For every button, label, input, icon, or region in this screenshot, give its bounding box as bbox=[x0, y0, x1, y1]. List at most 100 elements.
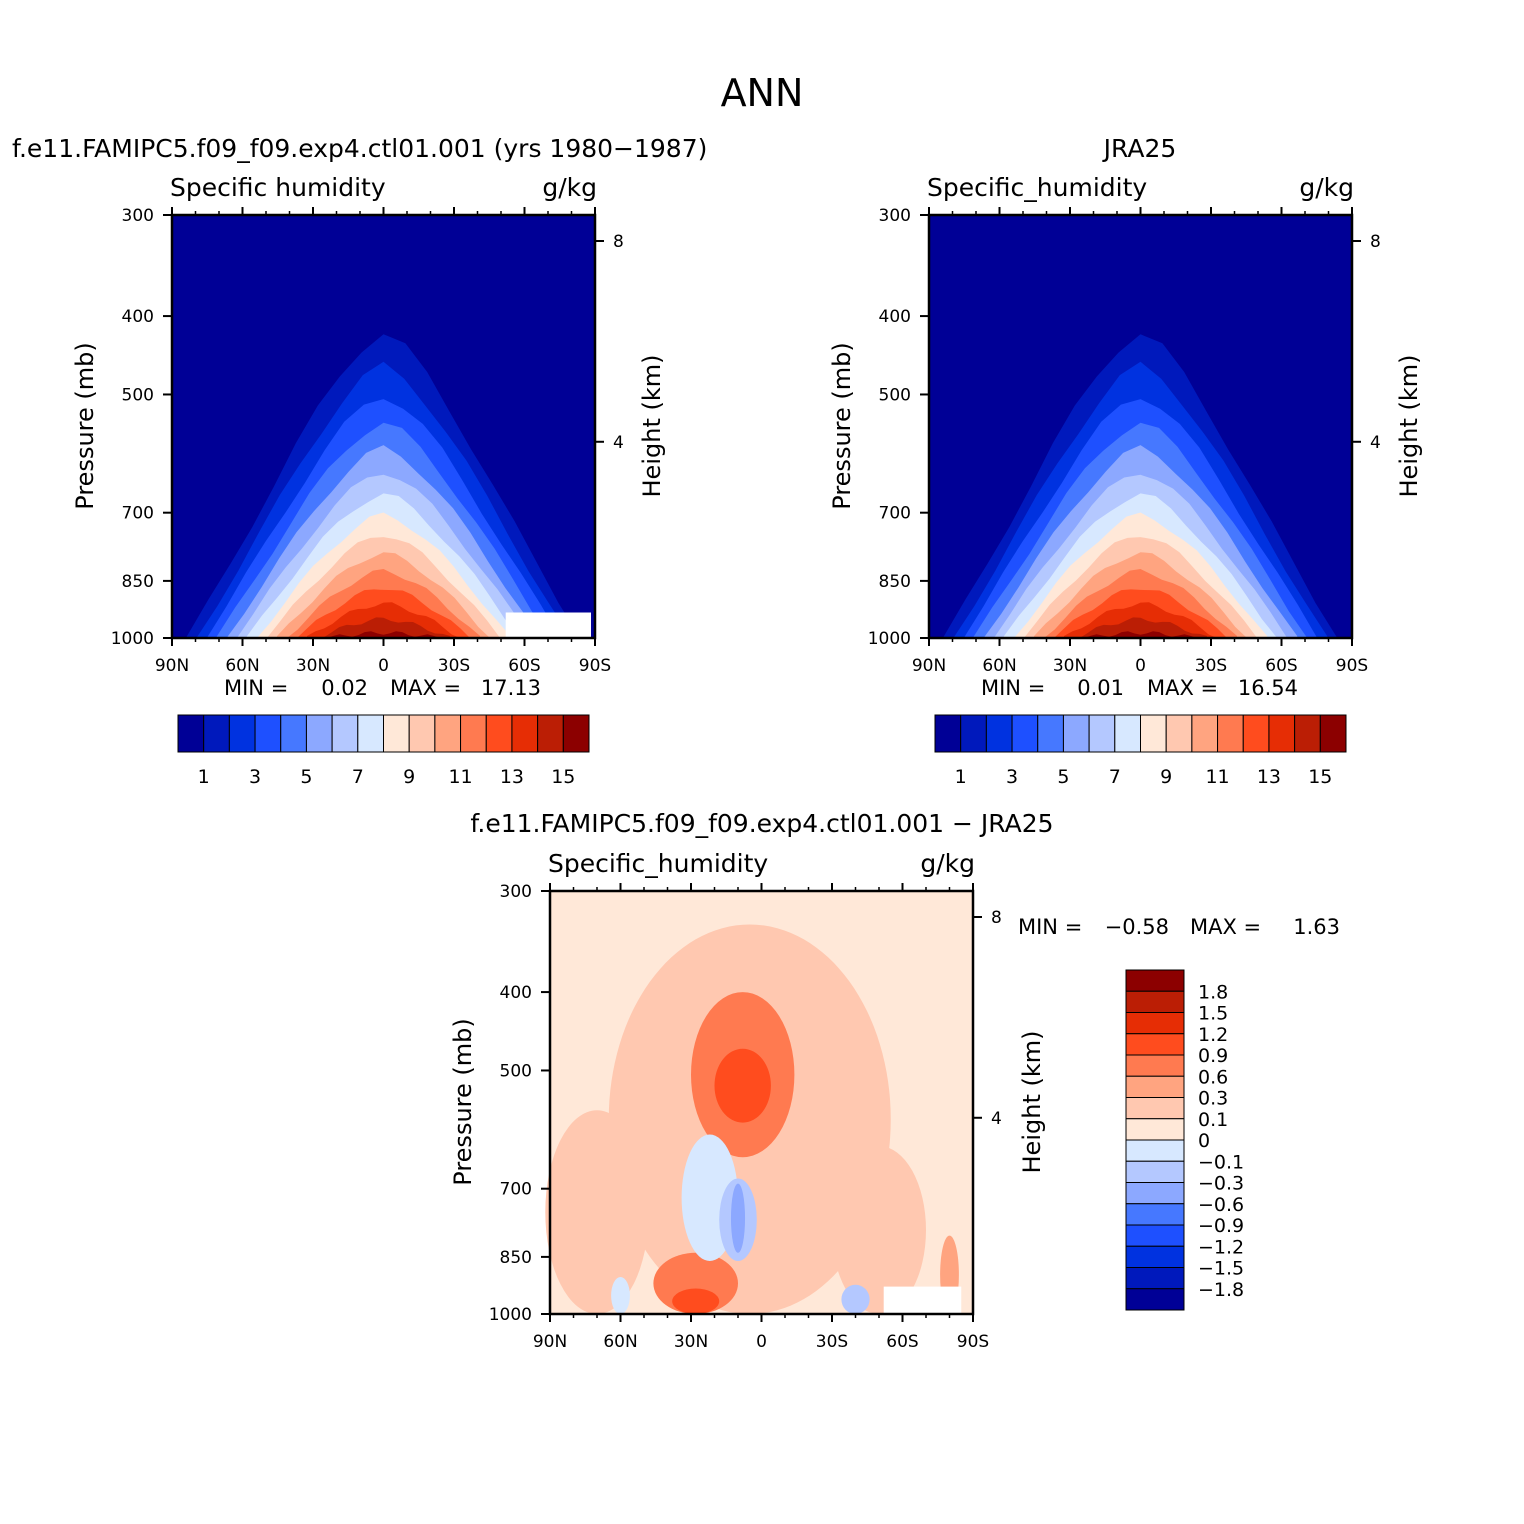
diff-ytick-label: 500 bbox=[500, 1061, 532, 1081]
colorbar-diff: 1.81.51.20.90.60.30.10−0.1−0.3−0.6−0.9−1… bbox=[1125, 969, 1244, 1311]
diff-cb-label: −1.8 bbox=[1198, 1279, 1244, 1301]
obs-ytick-label: 1000 bbox=[868, 629, 911, 649]
diff-cb-label: 0.6 bbox=[1198, 1066, 1228, 1088]
diff-cb-box bbox=[1125, 1245, 1185, 1268]
obs-cb-box bbox=[960, 714, 987, 753]
model-xtick-label: 30S bbox=[438, 656, 470, 676]
model-cb-label: 3 bbox=[249, 766, 261, 788]
obs-cb-box bbox=[1011, 714, 1039, 753]
obs-xtick-label: 60N bbox=[982, 656, 1016, 676]
panel-diff-left-label: Specific_humidity bbox=[548, 849, 768, 878]
diff-xtick-label: 60N bbox=[603, 1332, 637, 1352]
model-ytick-label: 400 bbox=[122, 307, 154, 327]
diff-max-label: MAX = bbox=[1190, 915, 1261, 939]
panel-obs-min-value: 0.01 bbox=[1077, 676, 1124, 700]
obs-xtick-label: 30S bbox=[1195, 656, 1227, 676]
obs-cb-label: 7 bbox=[1109, 766, 1121, 788]
model-cb-box bbox=[562, 714, 590, 753]
obs-cb-box bbox=[1037, 714, 1064, 753]
obs-ytick-label: 500 bbox=[879, 385, 911, 405]
plot-diff: 90N 60N 30N 0 30S 60S 90S 300 400 500 700 850 1000 8 4 bbox=[489, 882, 1002, 1352]
model-cb-label: 15 bbox=[551, 766, 575, 788]
diff-cb-box bbox=[1125, 1075, 1185, 1098]
diff-yright-tick-label: 8 bbox=[991, 908, 1002, 928]
model-xtick-label: 0 bbox=[378, 656, 389, 676]
panel-obs-left-label: Specific_humidity bbox=[927, 173, 1147, 202]
obs-cb-label: 15 bbox=[1308, 766, 1332, 788]
model-yright-tick-label: 4 bbox=[613, 433, 624, 453]
model-fill-level-15 bbox=[327, 631, 440, 638]
panel-obs-units: g/kg bbox=[1299, 173, 1354, 202]
panel-obs: JRA25 Specific_humidity g/kg 90N 60N 30N 0 3… bbox=[828, 134, 1423, 788]
obs-fill-level-15 bbox=[1084, 631, 1197, 638]
model-ytick-label: 500 bbox=[122, 385, 154, 405]
diff-xtick-label: 90S bbox=[957, 1332, 989, 1352]
model-cb-box bbox=[305, 714, 333, 753]
diff-yright-tick-label: 4 bbox=[991, 1109, 1002, 1129]
diff-ytick-label: 300 bbox=[500, 882, 532, 902]
model-cb-label: 9 bbox=[403, 766, 415, 788]
panel-diff-ylabel: Pressure (mb) bbox=[449, 1018, 477, 1185]
obs-cb-box bbox=[1217, 714, 1244, 753]
diff-fill-blob-1 bbox=[832, 1146, 926, 1314]
diff-cb-box bbox=[1125, 1182, 1185, 1205]
model-ytick-label: 850 bbox=[122, 572, 154, 592]
diff-fill-blob-6 bbox=[672, 1288, 720, 1314]
obs-yright-tick-label: 8 bbox=[1370, 232, 1381, 252]
panel-model-left-label: Specific humidity bbox=[170, 173, 386, 202]
obs-cb-box bbox=[985, 714, 1013, 753]
diff-fill-neg-3 bbox=[611, 1276, 630, 1314]
obs-xtick-label: 0 bbox=[1135, 656, 1146, 676]
model-cb-label: 13 bbox=[500, 766, 524, 788]
panel-model-title: f.e11.FAMIPC5.f09_f09.exp4.ctl01.001 (yr… bbox=[12, 134, 707, 163]
model-cb-box bbox=[408, 714, 436, 753]
model-cb-label: 5 bbox=[300, 766, 312, 788]
diff-min-value: −0.58 bbox=[1105, 915, 1169, 939]
diff-cb-box bbox=[1125, 1288, 1185, 1311]
panel-obs-max-label: MAX = bbox=[1147, 676, 1218, 700]
panel-model-min-label: MIN = bbox=[224, 676, 288, 700]
model-yright-tick-label: 8 bbox=[613, 232, 624, 252]
model-cb-box bbox=[228, 714, 256, 753]
model-cb-box bbox=[485, 714, 513, 753]
diff-fill-blob-2 bbox=[545, 1110, 649, 1314]
diff-cb-box bbox=[1125, 1267, 1185, 1290]
diff-xtick-label: 90N bbox=[533, 1332, 567, 1352]
obs-xtick-label: 90S bbox=[1336, 656, 1368, 676]
diff-cb-box bbox=[1125, 1224, 1185, 1247]
diff-cb-label: −0.1 bbox=[1198, 1151, 1244, 1173]
obs-cb-label: 13 bbox=[1257, 766, 1281, 788]
diff-cb-box bbox=[1125, 1118, 1185, 1141]
model-ytick-label: 1000 bbox=[111, 629, 154, 649]
diff-cb-label: 0.3 bbox=[1198, 1088, 1228, 1110]
panel-obs-min-label: MIN = bbox=[981, 676, 1045, 700]
obs-cb-box bbox=[1191, 714, 1219, 753]
model-cb-box bbox=[434, 714, 462, 753]
diff-cb-label: 1.2 bbox=[1198, 1024, 1228, 1046]
model-ytick-label: 300 bbox=[122, 206, 154, 226]
panel-diff-ylabel-right: Height (km) bbox=[1018, 1031, 1046, 1174]
diff-cb-label: 0.1 bbox=[1198, 1109, 1228, 1131]
obs-xtick-label: 30N bbox=[1053, 656, 1087, 676]
model-cb-box bbox=[254, 714, 282, 753]
obs-cb-label: 5 bbox=[1057, 766, 1069, 788]
diff-cb-label: 1.5 bbox=[1198, 1003, 1228, 1025]
model-missing-region bbox=[505, 612, 591, 638]
model-xtick-label: 60S bbox=[508, 656, 540, 676]
diff-cb-box bbox=[1125, 1054, 1185, 1077]
diff-cb-box bbox=[1125, 1097, 1185, 1120]
panel-diff-units: g/kg bbox=[920, 849, 975, 878]
model-cb-box bbox=[537, 714, 564, 753]
model-cb-box bbox=[177, 714, 205, 753]
model-cb-box bbox=[331, 714, 359, 753]
model-cb-label: 11 bbox=[448, 766, 472, 788]
diff-xtick-label: 0 bbox=[756, 1332, 767, 1352]
diff-cb-box bbox=[1125, 1160, 1185, 1183]
obs-cb-box bbox=[1242, 714, 1270, 753]
obs-ytick-label: 700 bbox=[879, 504, 911, 524]
diff-cb-label: 0 bbox=[1198, 1130, 1210, 1152]
colorbar-obs: 1 3 5 7 9 11 13 15 bbox=[934, 714, 1347, 788]
obs-cb-box bbox=[1088, 714, 1116, 753]
obs-cb-box bbox=[1165, 714, 1193, 753]
